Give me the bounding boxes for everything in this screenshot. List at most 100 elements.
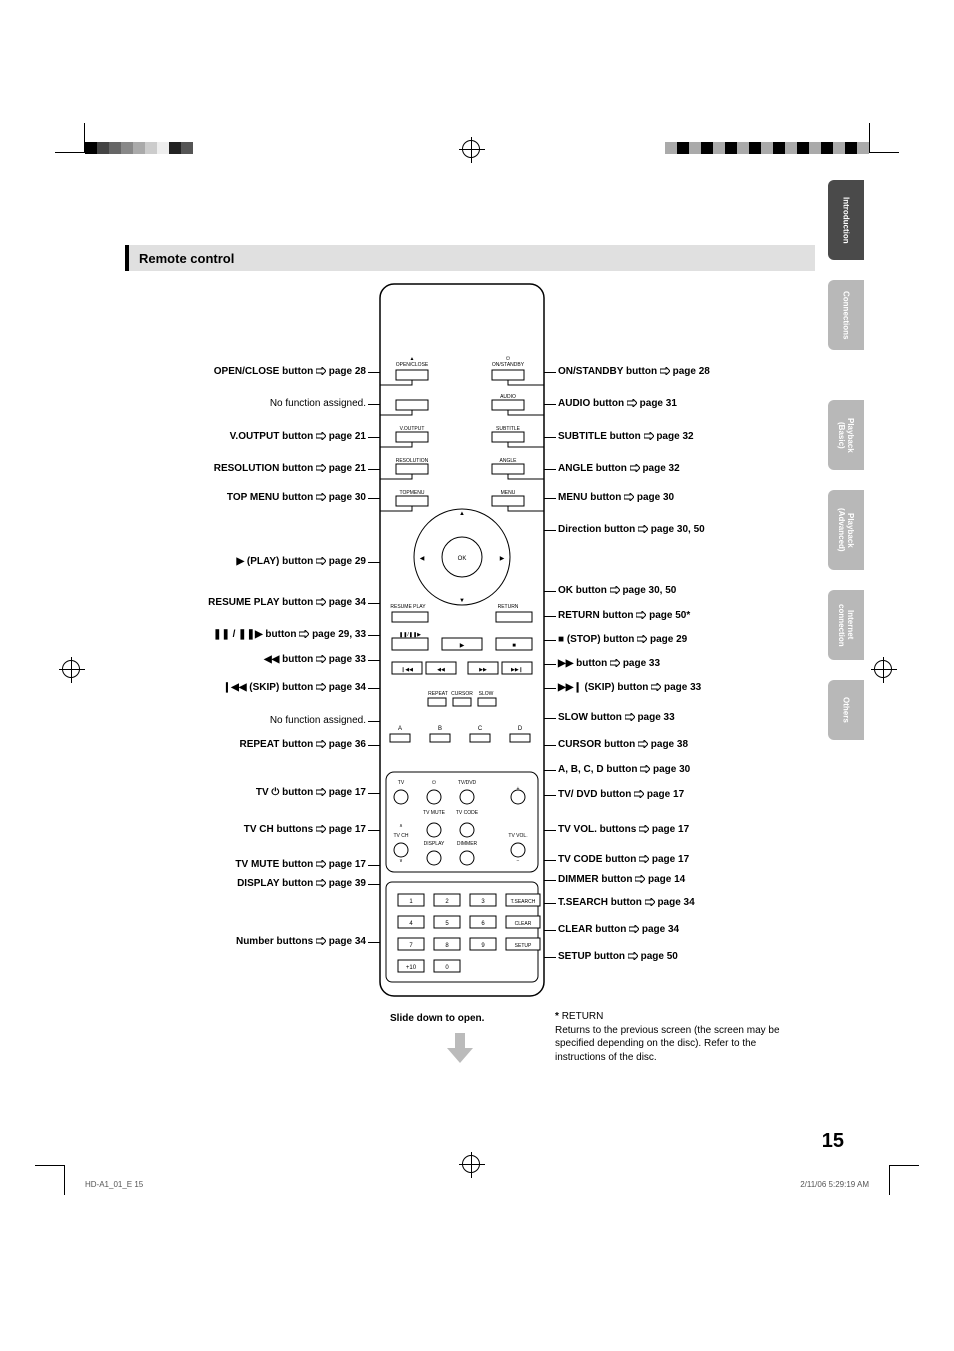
leader-line [368,469,380,470]
svg-text:▼: ▼ [459,598,465,604]
crop-mark [55,123,85,153]
callout-label: MENU button page 30 [558,492,674,503]
callout-label: DIMMER button page 14 [558,874,685,885]
leader-line [544,616,556,617]
callout-label: TV/ DVD button page 17 [558,789,684,800]
svg-text:TOPMENU: TOPMENU [400,490,425,496]
svg-text:TV CODE: TV CODE [456,810,479,816]
svg-text:REPEAT: REPEAT [428,691,448,697]
callout-label: OPEN/CLOSE button page 28 [214,366,366,377]
callout-label: Number buttons page 34 [236,936,366,947]
svg-text:TV VOL.: TV VOL. [508,833,527,839]
svg-text:TV: TV [398,780,405,786]
callout-label: ▶ (PLAY) button page 29 [236,556,366,567]
leader-line [544,530,556,531]
callout-label: TV VOL. buttons page 17 [558,824,689,835]
registration-target-icon [62,660,80,678]
callout-label: CURSOR button page 38 [558,739,688,750]
leader-line [544,860,556,861]
slide-down-label: Slide down to open. [390,1013,484,1024]
callout-label: TV CH buttons page 17 [244,824,366,835]
svg-text:RESUME PLAY: RESUME PLAY [390,604,426,610]
registration-strip [665,142,869,154]
svg-text:−: − [517,858,520,864]
return-footnote: * RETURN Returns to the previous screen … [555,1010,785,1064]
leader-line [544,903,556,904]
leader-line [544,404,556,405]
callout-label: ❚❚ / ❚❚▶ button page 29, 33 [213,629,366,640]
slide-down-arrow-icon [445,1033,475,1063]
leader-line [544,880,556,881]
leader-line [544,718,556,719]
leader-line [368,884,380,885]
svg-text:T.SEARCH: T.SEARCH [511,899,536,905]
footer-left: HD-A1_01_E 15 [85,1180,143,1189]
footnote-body: Returns to the previous screen (the scre… [555,1024,785,1065]
callout-label: RETURN button page 50* [558,610,690,621]
svg-text:TV/DVD: TV/DVD [458,780,477,786]
leader-line [368,688,380,689]
svg-text:CURSOR: CURSOR [451,691,473,697]
remote-diagram: ▲ OPEN/CLOSE ⏻ ON/STANDBY AUDIOV.OUTPUTS… [378,282,546,1082]
svg-text:ANGLE: ANGLE [500,458,518,464]
crop-mark [35,1165,65,1195]
callout-label: A, B, C, D button page 30 [558,764,690,775]
leader-line [368,498,380,499]
svg-text:∨: ∨ [399,858,403,864]
leader-line [368,437,380,438]
crop-mark [869,123,899,153]
svg-text:▶: ▶ [460,643,465,649]
callout-label: SETUP button page 50 [558,951,678,962]
leader-line [544,770,556,771]
svg-text:SETUP: SETUP [515,943,532,949]
svg-text:AUDIO: AUDIO [500,394,516,400]
svg-text:TV MUTE: TV MUTE [423,810,446,816]
svg-text:B: B [438,726,442,732]
callout-label: AUDIO button page 31 [558,398,677,409]
registration-target-icon [462,140,480,158]
svg-text:RETURN: RETURN [498,604,519,610]
svg-text:∧: ∧ [399,823,403,829]
callout-label: SLOW button page 33 [558,712,675,723]
callout-label: TV CODE button page 17 [558,854,689,865]
callout-label: RESOLUTION button page 21 [214,463,366,474]
svg-text:V.OUTPUT: V.OUTPUT [400,426,425,432]
callout-label: ❙◀◀ (SKIP) button page 34 [223,682,366,693]
crop-mark [889,1165,919,1195]
callout-label: RESUME PLAY button page 34 [208,597,366,608]
callout-label: ▶▶ button page 33 [558,658,660,669]
svg-text:+10: +10 [406,965,417,971]
callout-label: ◀◀ button page 33 [264,654,366,665]
leader-line [368,603,380,604]
leader-line [368,793,380,794]
footnote-label: RETURN [562,1011,604,1022]
registration-target-icon [462,1155,480,1173]
svg-text:OK: OK [458,556,467,562]
leader-line [544,930,556,931]
svg-text:◀◀: ◀◀ [437,667,445,673]
svg-text:⏻: ⏻ [432,780,436,786]
svg-text:❚❚/❚❚▶: ❚❚/❚❚▶ [399,632,421,638]
leader-line [544,591,556,592]
callout-label: OK button page 30, 50 [558,585,676,596]
leader-line [544,498,556,499]
callout-label: No function assigned. [270,715,366,726]
registration-target-icon [874,660,892,678]
callout-label: ■ (STOP) button page 29 [558,634,687,645]
svg-text:TV CH: TV CH [394,833,409,839]
registration-strip [85,142,193,154]
leader-line [368,372,380,373]
side-tab-connections: Connections [828,280,864,350]
callout-label: CLEAR button page 34 [558,924,679,935]
svg-text:❙◀◀: ❙◀◀ [401,667,413,673]
callout-label: TV ⏻ button page 17 [256,787,366,798]
svg-text:A: A [398,726,402,732]
callout-label: ON/STANDBY button page 28 [558,366,710,377]
leader-line [368,865,380,866]
callout-label: REPEAT button page 36 [239,739,366,750]
callout-label: T.SEARCH button page 34 [558,897,695,908]
side-tab-introduction: Introduction [828,180,864,260]
svg-text:DIMMER: DIMMER [457,841,478,847]
leader-line [544,688,556,689]
leader-line [368,745,380,746]
